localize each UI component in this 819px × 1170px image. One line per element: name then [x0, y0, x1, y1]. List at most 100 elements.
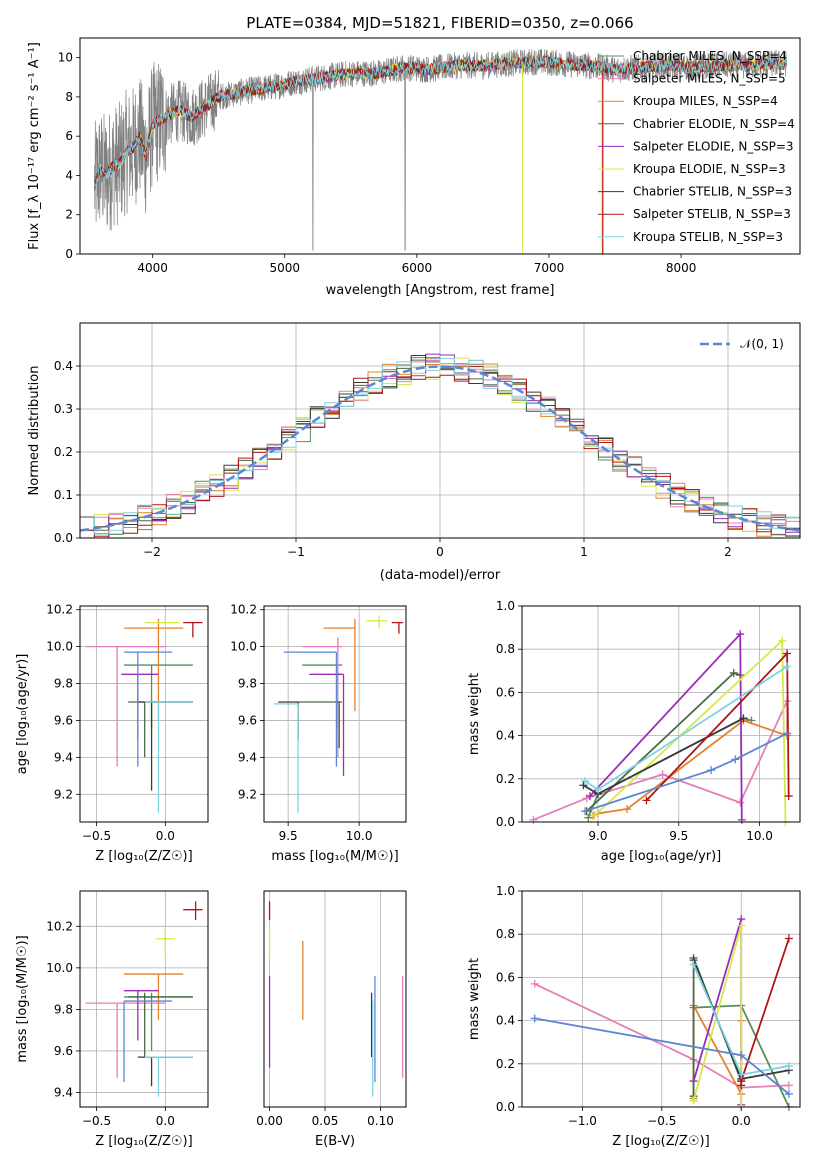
- mass-weight-point-kroupa_stelib: [784, 1061, 793, 1070]
- mass_weight_vs_Z-ytick-label: 0.2: [496, 1057, 515, 1071]
- age_vs_mass-xtick-label: 9.5: [279, 829, 298, 843]
- age_vs_mass-ytick-label: 10.2: [230, 603, 257, 617]
- residual_histogram-ytick-label: 0.1: [54, 488, 73, 502]
- age_vs_Z-ytick-label: 10.0: [46, 640, 73, 654]
- mass_weight_vs_Z-xtick-label: −1.0: [568, 1114, 597, 1128]
- age_vs_Z-ytick-label: 9.8: [54, 677, 73, 691]
- legend-label-kroupa_miles: Kroupa MILES, N_SSP=4: [633, 94, 778, 108]
- spectrum-xtick-label: 7000: [534, 261, 565, 275]
- legend-label-salpeter_miles: Salpeter MILES, N_SSP=5: [633, 72, 786, 86]
- legend-label-normal: 𝒩(0, 1): [740, 337, 784, 351]
- mass_weight_vs_Z-ylabel: mass weight: [467, 958, 482, 1040]
- age_vs_Z-xtick-label: 0.0: [156, 829, 175, 843]
- mass-weight-point-blue: [731, 755, 740, 764]
- mass_weight_vs_Z-axes-frame: [521, 890, 801, 1108]
- mass-weight-line-salpeter_miles: [534, 983, 789, 1089]
- mass-weight-point-kroupa_elodie: [590, 811, 599, 820]
- age_vs_mass-ytick-label: 9.6: [238, 713, 257, 727]
- mass_weight_vs_Z-ytick-label: 1.0: [496, 884, 515, 898]
- mass_weight_vs_Z-xtick-label: −0.5: [647, 1114, 676, 1128]
- mass_weight_vs_Z-ytick-label: 0.4: [496, 1014, 515, 1028]
- mass-weight-point-salpeter_elodie: [736, 630, 745, 639]
- mass-weight-point-kroupa_elodie: [778, 636, 787, 645]
- mass_vs_Z-ytick-label: 10.0: [46, 961, 73, 975]
- histogram-xlabel: (data-model)/error: [380, 568, 501, 583]
- residual_histogram-ytick-label: 0.0: [54, 531, 73, 545]
- age_vs_mass-ytick-label: 9.4: [238, 750, 257, 764]
- spectrum-xtick-label: 4000: [137, 261, 168, 275]
- figure-title: PLATE=0384, MJD=51821, FIBERID=0350, z=0…: [246, 14, 633, 32]
- residual_histogram-xtick-label: 1: [580, 545, 588, 559]
- age_vs_Z-xtick-label: −0.5: [82, 829, 111, 843]
- mass-weight-point-salpeter_miles: [784, 1081, 793, 1090]
- mass-weight-point-blue: [581, 807, 590, 816]
- mass-weight-point-salpeter_elodie: [737, 815, 746, 824]
- mass_vs_ebv-axes-frame: [263, 890, 407, 1108]
- age_vs_Z-xlabel: Z [log₁₀(Z/Z☉)]: [95, 849, 192, 864]
- age_vs_mass-ytick-label: 10.0: [230, 640, 257, 654]
- mass-weight-line-kroupa_elodie: [594, 638, 787, 823]
- residual_histogram-xtick-label: −2: [143, 545, 161, 559]
- mass-weight-point-chabrier_miles: [584, 813, 593, 822]
- age_vs_Z-ytick-label: 9.6: [54, 713, 73, 727]
- mass_vs_Z-ytick-label: 9.6: [54, 1044, 73, 1058]
- mass_weight_vs_Z-ytick-label: 0.8: [496, 927, 515, 941]
- mass-weight-point-salpeter_miles: [658, 770, 667, 779]
- mass_vs_ebv-xtick-label: 0.05: [312, 1114, 339, 1128]
- mass-weight-line-chabrier_elodie: [586, 671, 741, 812]
- legend-label-kroupa_stelib: Kroupa STELIB, N_SSP=3: [633, 230, 783, 244]
- legend-label-chabrier_elodie: Chabrier ELODIE, N_SSP=4: [633, 117, 795, 131]
- spectrum-xtick-label: 8000: [666, 261, 697, 275]
- legend-label-salpeter_elodie: Salpeter ELODIE, N_SSP=3: [633, 139, 794, 153]
- mass-weight-line-kroupa_miles: [592, 719, 788, 817]
- legend-label-chabrier_miles: Chabrier MILES, N_SSP=4: [633, 49, 787, 63]
- spectrum-axes-frame: [79, 37, 801, 255]
- legend-label-kroupa_elodie: Kroupa ELODIE, N_SSP=3: [633, 162, 786, 176]
- mass_weight_vs_age-ytick-label: 0.6: [496, 685, 515, 699]
- mass-weight-point-blue: [737, 1051, 746, 1060]
- residual_histogram-xtick-label: 2: [724, 545, 732, 559]
- mass_weight_vs_Z-ytick-label: 0.0: [496, 1100, 515, 1114]
- mass_weight_vs_age-xtick-label: 10.0: [746, 829, 773, 843]
- mass_vs_Z-ylabel: mass [log₁₀(M/M☉)]: [15, 935, 30, 1062]
- mass-weight-line-blue: [584, 732, 788, 813]
- histogram-ylabel: Normed distribution: [27, 366, 42, 496]
- mass_vs_Z-xtick-label: 0.0: [156, 1114, 175, 1128]
- spectrum-ytick-label: 0: [65, 247, 73, 261]
- mass_vs_Z-xlabel: Z [log₁₀(Z/Z☉)]: [95, 1134, 192, 1149]
- age_vs_Z-ytick-label: 9.2: [54, 787, 73, 801]
- mass_weight_vs_age-xlabel: age [log₁₀(age/yr)]: [601, 849, 722, 864]
- mass-weight-point-salpeter_miles: [736, 798, 745, 807]
- age_vs_Z-ytick-label: 10.2: [46, 603, 73, 617]
- residual_histogram-xtick-label: −1: [287, 545, 305, 559]
- mass_weight_vs_age-xtick-label: 9.0: [588, 829, 607, 843]
- spectrum-ytick-label: 4: [65, 168, 73, 182]
- mass_weight_vs_age-ytick-label: 0.2: [496, 772, 515, 786]
- age_vs_Z-axes-frame: [79, 605, 209, 823]
- mass-weight-point-kroupa_elodie: [689, 1096, 698, 1105]
- legend-label-chabrier_stelib: Chabrier STELIB, N_SSP=3: [633, 185, 792, 199]
- histogram-kroupa_stelib: [80, 358, 800, 535]
- mass_weight_vs_age-axes-frame: [521, 605, 801, 823]
- mass_weight_vs_age-ytick-label: 0.8: [496, 642, 515, 656]
- mass-weight-point-salpeter_elodie: [585, 792, 594, 801]
- mass_weight_vs_Z-xtick-label: 0.0: [732, 1114, 751, 1128]
- histogram-salpeter_stelib: [80, 366, 800, 537]
- spectrum-xtick-label: 5000: [269, 261, 300, 275]
- mass-weight-point-blue: [783, 729, 792, 738]
- data-spectrum-line: [94, 48, 788, 251]
- mass_weight_vs_age-ytick-label: 0.4: [496, 729, 515, 743]
- legend-label-salpeter_stelib: Salpeter STELIB, N_SSP=3: [633, 207, 791, 221]
- mass_vs_Z-axes-frame: [79, 890, 209, 1108]
- model-spectrum-kroupa_stelib: [94, 55, 787, 187]
- mass-weight-point-kroupa_elodie: [737, 921, 746, 930]
- spectrum-ytick-label: 6: [65, 129, 73, 143]
- mass_vs_Z-xtick-label: −0.5: [82, 1114, 111, 1128]
- age_vs_Z-ylabel: age [log₁₀(age/yr)]: [15, 654, 30, 775]
- spectrum-xlabel: wavelength [Angstrom, rest frame]: [326, 283, 555, 298]
- spectrum-ytick-label: 2: [65, 208, 73, 222]
- age_vs_mass-axes-frame: [263, 605, 407, 823]
- mass-weight-point-salpeter_elodie: [689, 1077, 698, 1086]
